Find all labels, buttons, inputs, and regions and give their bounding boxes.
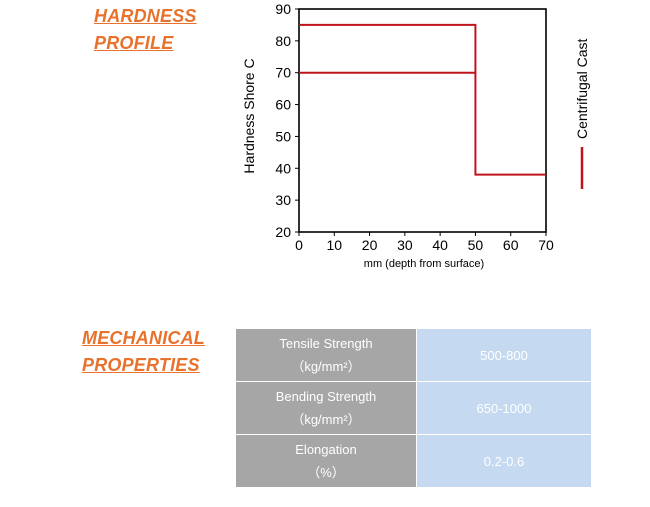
property-unit: （kg/mm²）	[291, 412, 361, 427]
property-name-cell: Tensile Strength （kg/mm²）	[235, 328, 417, 382]
property-unit: （%）	[307, 465, 345, 480]
y-tick-label: 90	[275, 1, 291, 17]
x-tick-label: 0	[295, 237, 303, 253]
series-line	[299, 23, 546, 176]
table-row: Elongation （%） 0.2-0.6	[235, 434, 592, 488]
x-tick-label: 40	[432, 237, 448, 253]
mechanical-title-line2: PROPERTIES	[82, 355, 200, 375]
mechanical-properties-title: MECHANICAL PROPERTIES	[82, 325, 205, 379]
legend-series-label: Centrifugal Cast	[574, 39, 590, 139]
mechanical-properties-table: Tensile Strength （kg/mm²） 500-800 Bendin…	[235, 328, 592, 488]
chart-series	[299, 23, 546, 176]
property-value: 650-1000	[416, 381, 592, 435]
y-tick-label: 60	[275, 97, 291, 113]
x-axis-label: mm (depth from surface)	[364, 258, 484, 270]
y-tick-label: 50	[275, 128, 291, 144]
property-name: Tensile Strength	[279, 336, 373, 351]
y-tick-label: 20	[275, 224, 291, 240]
hardness-title-line2: PROFILE	[94, 33, 174, 53]
property-unit: （kg/mm²）	[291, 359, 361, 374]
x-tick-label: 20	[362, 237, 378, 253]
y-axis-label: Hardness Shore C	[241, 58, 257, 173]
hardness-profile-title: HARDNESS PROFILE	[94, 3, 197, 57]
property-name-cell: Elongation （%）	[235, 434, 417, 488]
property-name: Bending Strength	[275, 389, 377, 404]
property-value: 0.2-0.6	[416, 434, 592, 488]
x-tick-label: 70	[538, 237, 554, 253]
y-tick-label: 40	[275, 160, 291, 176]
property-value: 500-800	[416, 328, 592, 382]
y-tick-label: 80	[275, 33, 291, 49]
x-tick-label: 50	[468, 237, 484, 253]
property-name-cell: Bending Strength （kg/mm²）	[235, 381, 417, 435]
x-tick-label: 30	[397, 237, 413, 253]
chart-axes	[298, 8, 547, 233]
table-row: Tensile Strength （kg/mm²） 500-800	[235, 328, 592, 382]
mechanical-title-line1: MECHANICAL	[82, 328, 205, 348]
y-tick-label: 30	[275, 192, 291, 208]
hardness-chart: 0 10 20 30 40 50 60 70 20 30 40 50 60 70 80 90 Hardness…	[241, 1, 590, 270]
hardness-title-line1: HARDNESS	[94, 6, 197, 26]
property-name: Elongation	[295, 442, 357, 457]
y-tick-label: 70	[275, 65, 291, 81]
table-row: Bending Strength （kg/mm²） 650-1000	[235, 381, 592, 435]
x-tick-label: 10	[326, 237, 342, 253]
x-tick-label: 60	[503, 237, 519, 253]
plot-frame	[298, 8, 547, 233]
chart-ticks: 0 10 20 30 40 50 60 70 20 30 40 50 60 70 80 90	[275, 1, 554, 253]
